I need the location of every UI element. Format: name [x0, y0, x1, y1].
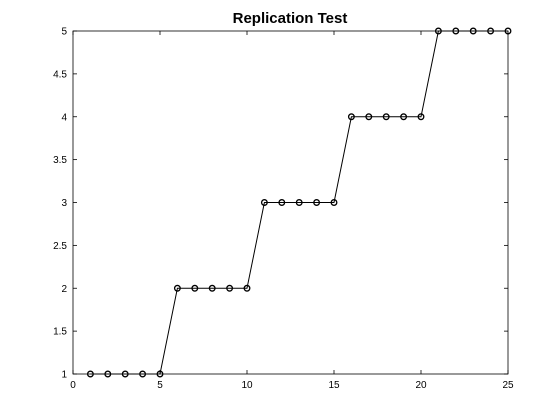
x-axis: 0 5 10 15 20 25 — [70, 31, 514, 391]
data-point — [226, 284, 234, 292]
y-tick-label: 4 — [61, 112, 67, 123]
data-point — [208, 284, 216, 292]
y-tick-label: 3.5 — [53, 155, 67, 166]
data-point — [295, 199, 303, 206]
y-tick-label: 2.5 — [53, 241, 67, 252]
y-tick-label: 2 — [61, 284, 67, 295]
data-point — [260, 199, 268, 206]
data-point — [121, 370, 129, 378]
x-tick-label: 0 — [70, 380, 76, 391]
data-point — [104, 370, 112, 378]
y-tick-label: 1 — [61, 370, 67, 381]
data-point — [504, 27, 512, 35]
x-tick-label: 5 — [157, 380, 163, 391]
x-tick-label: 15 — [328, 380, 340, 391]
data-point — [434, 27, 442, 35]
x-tick-label: 20 — [415, 380, 427, 391]
data-point — [365, 113, 373, 121]
x-tick-label: 25 — [502, 380, 514, 391]
data-point — [191, 284, 199, 292]
data-point — [400, 113, 408, 121]
y-tick-label: 3 — [61, 198, 67, 209]
x-tick-label: 10 — [241, 380, 253, 391]
data-point — [330, 199, 338, 206]
data-point — [347, 113, 355, 121]
y-tick-label: 5 — [61, 27, 67, 38]
chart-title: Replication Test — [233, 10, 348, 27]
data-point — [139, 370, 147, 378]
data-point — [417, 113, 425, 121]
data-point — [86, 370, 94, 378]
data-point — [452, 27, 460, 35]
data-point — [278, 199, 286, 206]
y-tick-label: 1.5 — [53, 327, 67, 338]
series — [86, 27, 512, 378]
y-tick-label: 4.5 — [53, 69, 67, 80]
data-point — [382, 113, 390, 121]
data-point — [243, 284, 251, 292]
data-point — [313, 199, 321, 206]
data-point — [487, 27, 495, 35]
data-point — [173, 284, 181, 292]
data-point — [469, 27, 477, 35]
data-point — [156, 370, 164, 378]
series-line — [90, 30, 508, 375]
